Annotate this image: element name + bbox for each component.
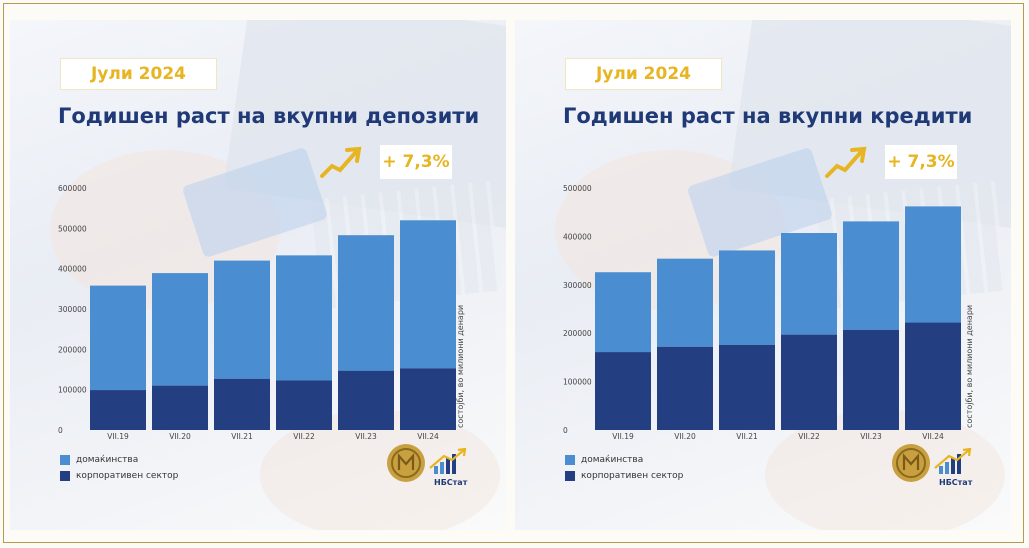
bar-households xyxy=(400,220,456,369)
bar-corporate xyxy=(214,378,270,430)
legend: домаќинства корпоративен сектор xyxy=(565,452,683,484)
y-tick-label: 0 xyxy=(58,426,63,435)
x-tick-label: VII.23 xyxy=(355,432,377,441)
bar-households xyxy=(595,272,651,353)
y-tick-label: 500000 xyxy=(563,184,592,193)
y-tick-label: 600000 xyxy=(58,184,87,193)
x-tick-label: VII.19 xyxy=(612,432,634,441)
bar-households xyxy=(338,235,394,371)
y-tick-label: 500000 xyxy=(58,224,87,233)
y-tick-label: 300000 xyxy=(563,281,592,290)
bar-households xyxy=(214,260,270,379)
growth-badge: + 7,3% xyxy=(380,145,452,179)
bar-corporate xyxy=(400,368,456,430)
growth-arrow-icon xyxy=(825,146,867,178)
x-tick-label: VII.20 xyxy=(674,432,696,441)
legend-swatch-corporate xyxy=(565,471,575,481)
bar-corporate xyxy=(781,334,837,430)
legend-label: домаќинства xyxy=(581,455,644,465)
loans-panel: Јули 2024 Годишен раст на вкупни кредити… xyxy=(515,20,1011,530)
bar-households xyxy=(843,221,899,330)
deposits-panel: Јули 2024 Годишен раст на вкупни депозит… xyxy=(10,20,506,530)
date-label: Јули 2024 xyxy=(60,58,217,90)
bar-households xyxy=(781,233,837,335)
bar-corporate xyxy=(90,390,146,430)
bar-corporate xyxy=(657,346,713,430)
deposits-chart: 0 100000 200000 300000 400000 500000 600000 VII… xyxy=(58,146,456,441)
y-tick-label: 200000 xyxy=(563,329,592,338)
bar-corporate xyxy=(843,329,899,430)
chart-title: Годишен раст на вкупни депозити xyxy=(58,104,480,128)
coin-seal-icon xyxy=(387,444,425,482)
y-tick-label: 100000 xyxy=(58,386,87,395)
x-tick-label: VII.23 xyxy=(860,432,882,441)
y-tick-label: 100000 xyxy=(563,378,592,387)
nbstat-logo-icon xyxy=(429,448,467,474)
nbstat-logo-icon xyxy=(934,448,972,474)
nbstat-label: НБСтат xyxy=(434,478,468,487)
bar-households xyxy=(152,273,208,386)
x-tick-label: VII.21 xyxy=(736,432,758,441)
bar-households xyxy=(719,250,775,345)
bar-households xyxy=(276,255,332,381)
legend-label: корпоративен сектор xyxy=(76,471,179,481)
coin-seal-icon xyxy=(892,444,930,482)
x-tick-label: VII.20 xyxy=(169,432,191,441)
bar-households xyxy=(657,258,713,347)
legend-swatch-households xyxy=(60,455,70,465)
legend-label: корпоративен сектор xyxy=(581,471,684,481)
legend-label: домаќинства xyxy=(76,455,139,465)
bar-households xyxy=(905,206,961,323)
units-label: состојби, во милиони денари xyxy=(965,304,974,428)
bar-corporate xyxy=(719,344,775,430)
x-tick-label: VII.24 xyxy=(417,432,439,441)
x-tick-label: VII.21 xyxy=(231,432,253,441)
bar-households xyxy=(90,285,146,391)
bar-corporate xyxy=(338,370,394,430)
x-tick-label: VII.22 xyxy=(293,432,315,441)
x-tick-label: VII.24 xyxy=(922,432,944,441)
chart-title: Годишен раст на вкупни кредити xyxy=(563,104,973,128)
bar-corporate xyxy=(276,380,332,430)
units-label: состојби, во милиони денари xyxy=(456,304,465,428)
x-tick-label: VII.19 xyxy=(107,432,129,441)
legend-item-households: домаќинства xyxy=(60,452,178,468)
bar-corporate xyxy=(152,385,208,430)
date-label: Јули 2024 xyxy=(565,58,722,90)
legend-swatch-households xyxy=(565,455,575,465)
legend-item-corporate: корпоративен сектор xyxy=(60,468,178,484)
y-tick-label: 0 xyxy=(563,426,568,435)
y-tick-label: 400000 xyxy=(58,265,87,274)
outer-frame xyxy=(3,3,1024,543)
legend-swatch-corporate xyxy=(60,471,70,481)
legend-item-households: домаќинства xyxy=(565,452,683,468)
loans-chart: 0 100000 200000 300000 400000 500000 VII.19 VII… xyxy=(563,146,961,441)
y-tick-label: 200000 xyxy=(58,345,87,354)
nbstat-label: НБСтат xyxy=(939,478,973,487)
growth-badge: + 7,3% xyxy=(885,145,957,179)
x-tick-label: VII.22 xyxy=(798,432,820,441)
bar-corporate xyxy=(595,352,651,430)
y-tick-label: 300000 xyxy=(58,305,87,314)
legend-item-corporate: корпоративен сектор xyxy=(565,468,683,484)
bar-corporate xyxy=(905,322,961,430)
y-tick-label: 400000 xyxy=(563,232,592,241)
legend: домаќинства корпоративен сектор xyxy=(60,452,178,484)
growth-arrow-icon xyxy=(320,146,362,178)
